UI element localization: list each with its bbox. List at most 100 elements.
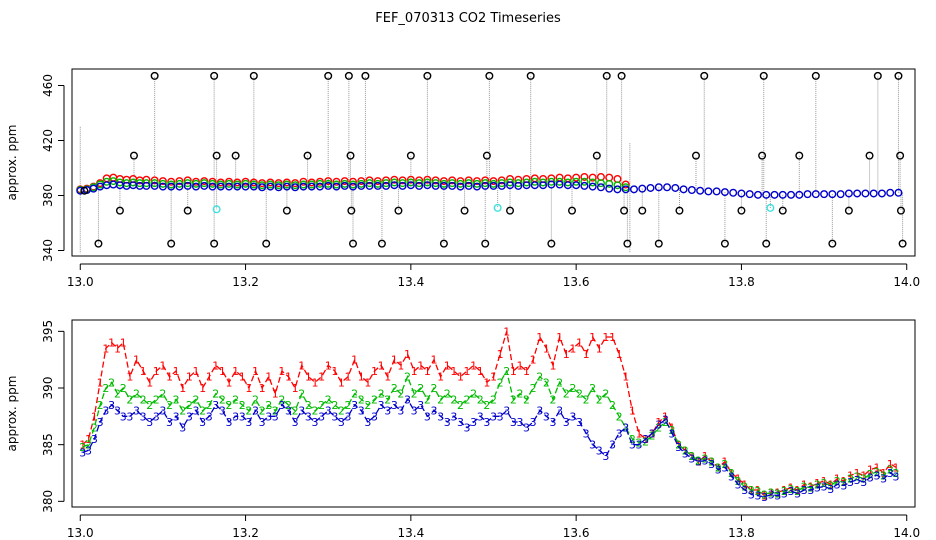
top-point-blue [382,181,391,190]
top-point-red [423,175,432,184]
bottom-point-marker-1: 1 [536,331,543,344]
bottom-point-marker-2: 2 [801,481,808,494]
bottom-point-marker-2: 2 [397,388,404,401]
bottom-point-marker-3: 3 [774,490,781,503]
top-point-blue [233,182,242,191]
top-point-green [539,178,548,187]
bottom-point-marker-3: 3 [754,490,761,503]
top-point-blue [291,183,300,192]
bottom-point-marker-3: 3 [318,410,325,423]
bottom-point-marker-1: 1 [794,484,801,497]
bottom-point-marker-1: 1 [318,371,325,384]
bottom-point-marker-3: 3 [490,410,497,423]
bottom-point-marker-3: 3 [748,489,755,502]
top-point-blue [266,182,275,191]
bottom-point-marker-3: 3 [854,474,861,487]
bottom-point-marker-3: 3 [285,405,292,418]
top-point-blue [596,183,605,192]
top-point-green [596,179,605,188]
bottom-point-marker-3: 3 [97,416,104,429]
bottom-point-marker-3: 3 [735,478,742,491]
top-panel: 13.0 13.2 13.4 13.6 13.8 14.0 340 380 420 460 appr… [5,68,920,289]
top-x-tick-label: 13.0 [67,275,94,289]
bottom-point-marker-2: 2 [79,441,86,454]
bottom-point-marker-3: 3 [642,433,649,446]
top-point-black [759,71,768,80]
top-point-blue [423,181,432,190]
top-point-green [315,179,324,188]
bottom-point-marker-1: 1 [102,342,109,355]
top-point-green [415,179,424,188]
top-point-blue [663,183,672,192]
bottom-point-marker-2: 2 [497,376,504,389]
bottom-point-marker-1: 1 [311,376,318,389]
top-point-cyan [493,203,502,212]
bottom-point-marker-2: 2 [669,424,676,437]
top-point-green [150,179,159,188]
bottom-point-marker-1: 1 [212,359,219,372]
bottom-point-marker-1: 1 [126,371,133,384]
bottom-point-marker-2: 2 [503,365,510,378]
bottom-point-marker-3: 3 [166,416,173,429]
top-point-green [547,177,556,186]
top-point-red [464,176,473,185]
bottom-point-marker-1: 1 [556,331,563,344]
bottom-point-marker-2: 2 [464,393,471,406]
top-point-black [303,151,312,160]
bottom-y-tick-label: 390 [41,377,55,400]
top-point-green [423,178,432,187]
bottom-point-marker-3: 3 [523,422,530,435]
bottom-point-marker-3: 3 [503,405,510,418]
bottom-point-marker-3: 3 [206,410,213,423]
bottom-point-marker-2: 2 [821,477,828,490]
top-point-blue [605,184,614,193]
bottom-point-marker-3: 3 [516,416,523,429]
bottom-point-marker-1: 1 [108,337,115,350]
bottom-point-marker-3: 3 [583,427,590,440]
bottom-point-marker-3: 3 [298,405,305,418]
bottom-point-marker-2: 2 [437,393,444,406]
top-point-blue [456,182,465,191]
bottom-point-marker-1: 1 [351,354,358,367]
bottom-point-marker-3: 3 [252,405,259,418]
bottom-point-marker-3: 3 [860,476,867,489]
bottom-point-marker-1: 1 [635,427,642,440]
top-point-green [464,179,473,188]
top-point-blue [415,181,424,190]
bottom-point-marker-2: 2 [378,388,385,401]
top-point-black [231,151,240,160]
top-point-blue [886,188,895,197]
bottom-point-marker-2: 2 [278,393,285,406]
bottom-point-marker-2: 2 [788,483,795,496]
bottom-series-line-2 [82,369,897,496]
bottom-y-tick-label: 395 [41,320,55,343]
bottom-point-marker-2: 2 [768,486,775,499]
bottom-point-marker-1: 1 [655,416,662,429]
top-point-green [191,179,200,188]
top-point-green [200,179,209,188]
top-point-black [811,71,820,80]
bottom-point-marker-2: 2 [325,393,332,406]
bottom-point-marker-1: 1 [741,478,748,491]
top-point-blue [481,181,490,190]
top-point-blue [258,183,267,192]
bottom-point-marker-1: 1 [159,359,166,372]
bottom-point-marker-2: 2 [550,393,557,406]
bottom-point-marker-1: 1 [298,359,305,372]
top-point-red [439,177,448,186]
top-point-blue [547,180,556,189]
bottom-point-marker-3: 3 [120,410,127,423]
bottom-point-marker-2: 2 [761,489,768,502]
top-point-black [377,239,386,248]
bottom-point-marker-2: 2 [285,399,292,412]
bottom-point-marker-2: 2 [523,393,530,406]
top-point-red [175,177,184,186]
top-point-red [431,176,440,185]
bottom-point-marker-2: 2 [596,393,603,406]
bottom-point-marker-2: 2 [338,405,345,418]
top-point-black [762,239,771,248]
top-point-blue [349,182,358,191]
bottom-point-marker-1: 1 [854,467,861,480]
bottom-point-marker-3: 3 [669,427,676,440]
